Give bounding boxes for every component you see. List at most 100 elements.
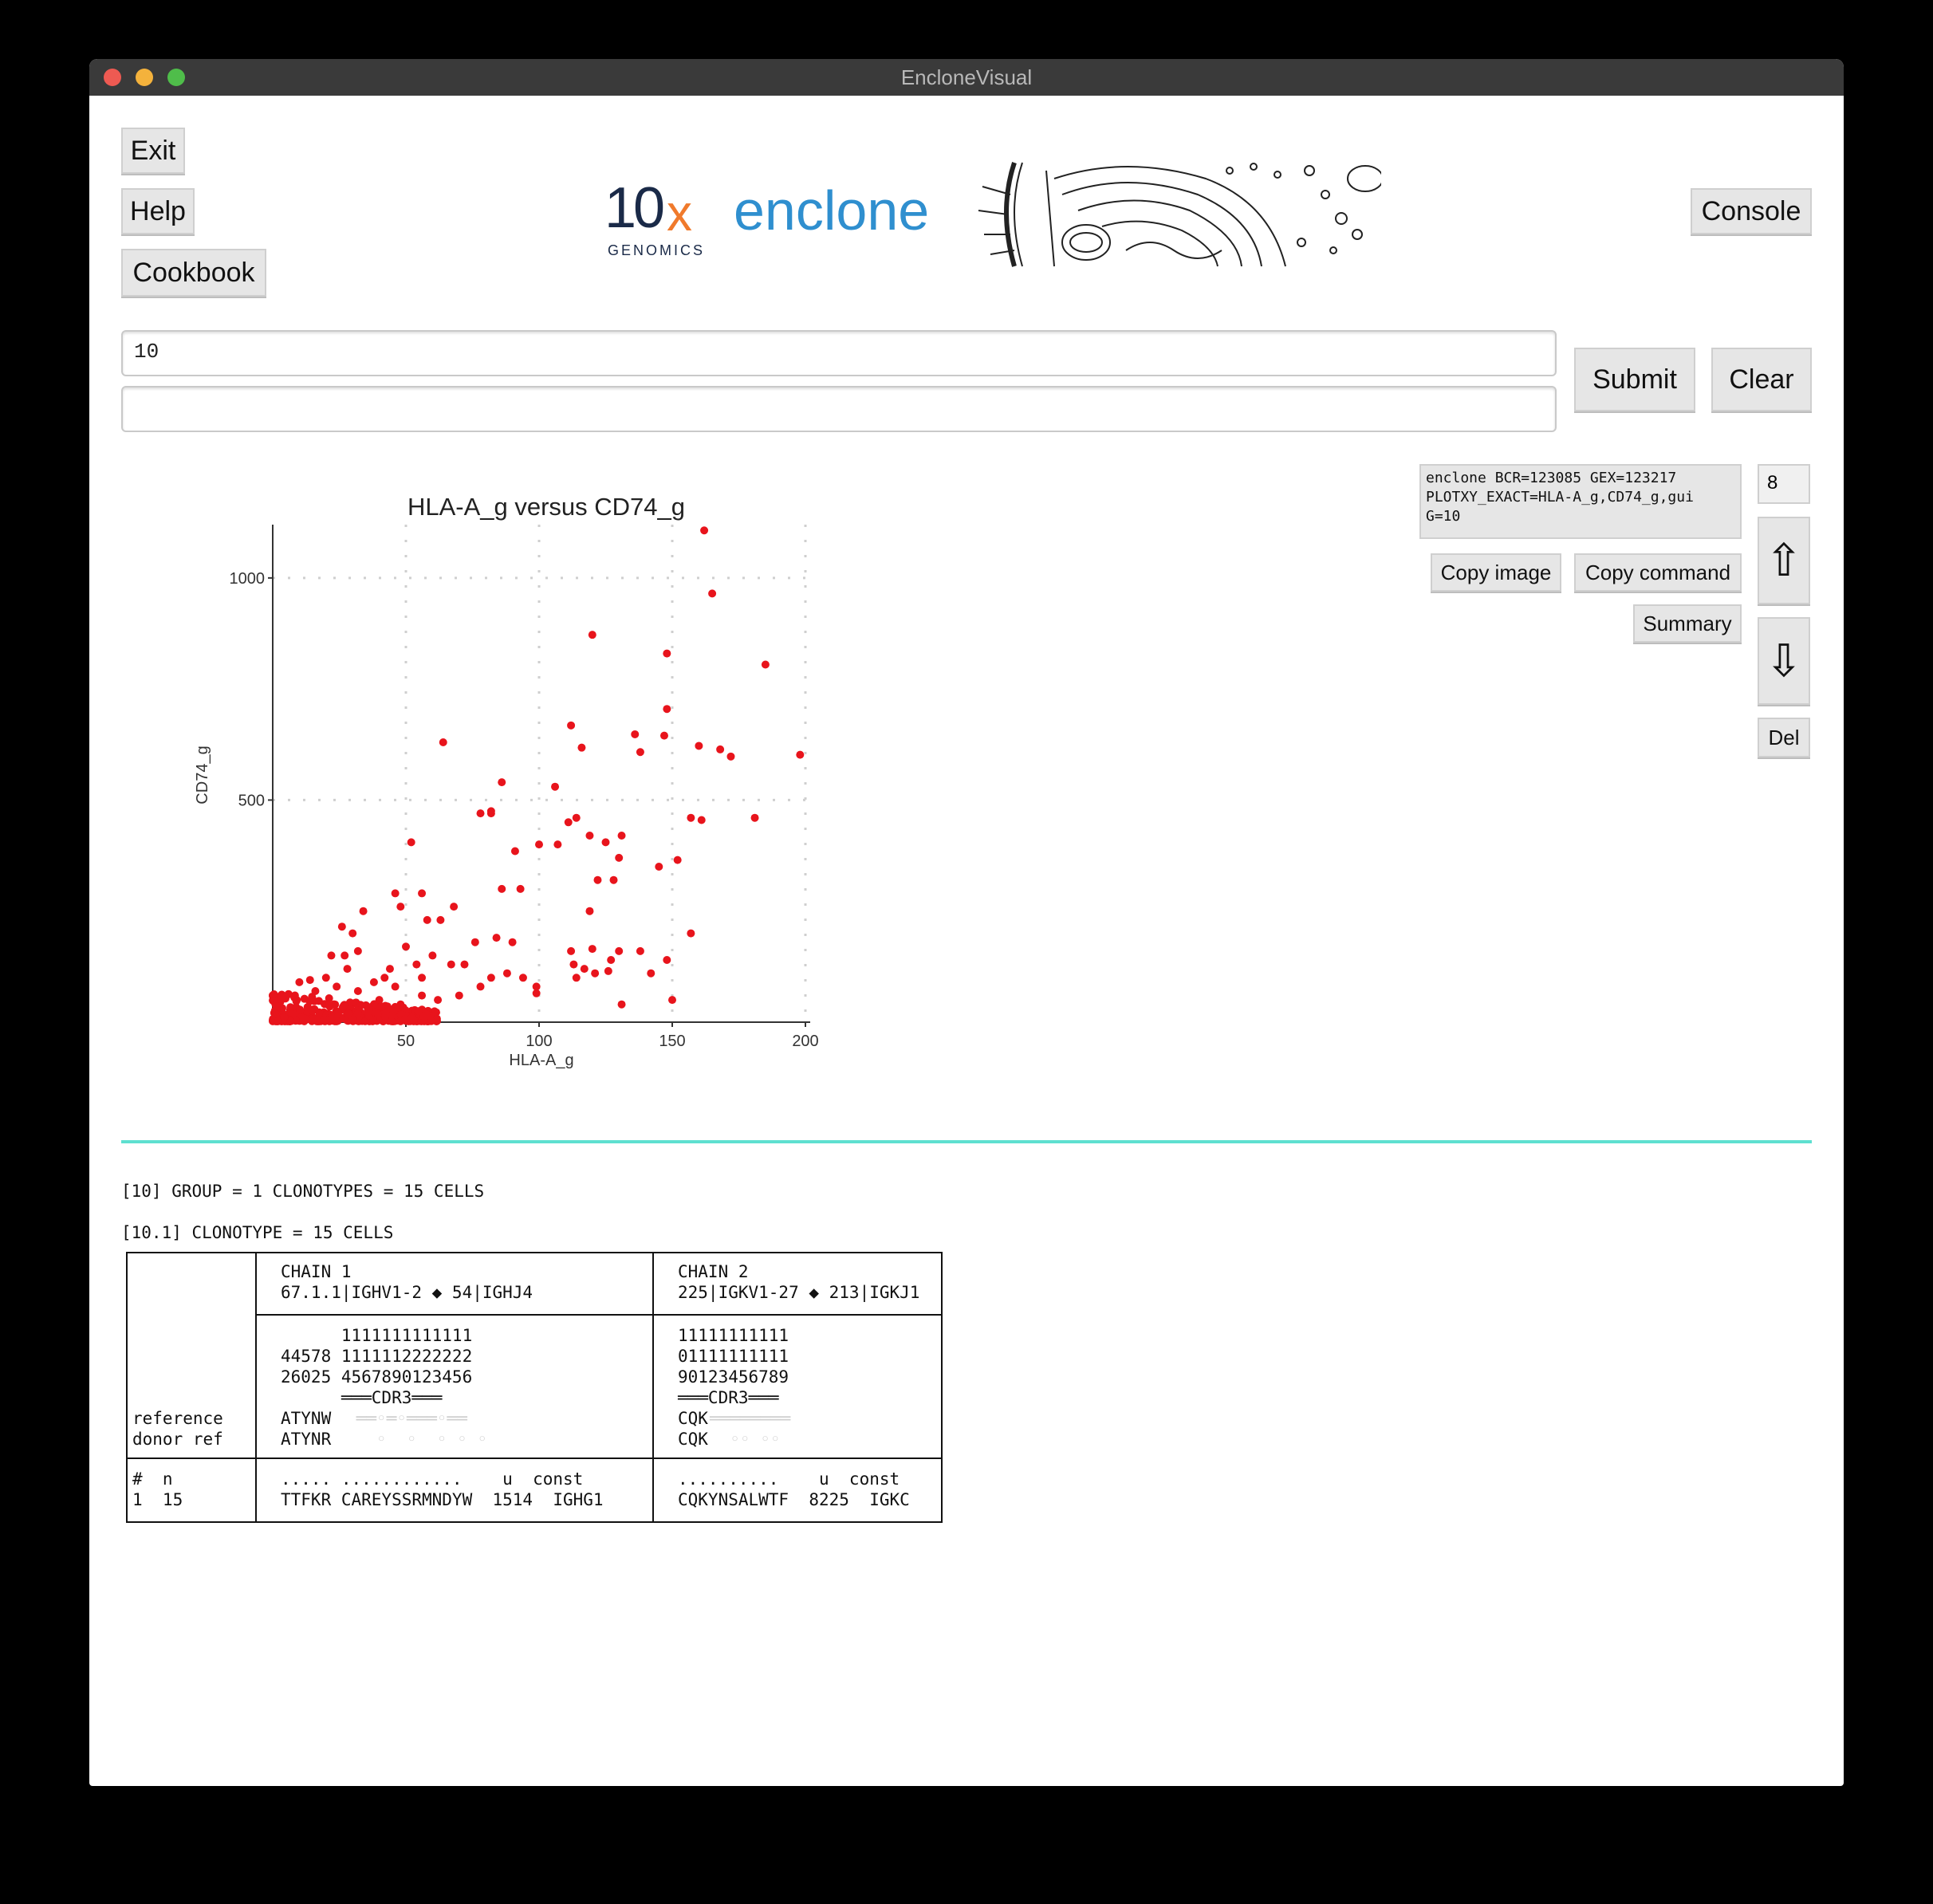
data-point [502, 969, 511, 978]
data-point [486, 974, 495, 982]
scatter-plot: HLA-A_g versus CD74_g 50 100 150 200 500 1000… [194, 493, 819, 1069]
data-point [567, 946, 576, 955]
data-point [486, 807, 495, 816]
chain1-position-row-3: 26025 4567890123456 [281, 1367, 473, 1387]
data-point [663, 705, 671, 714]
data-point [569, 960, 578, 969]
data-point [516, 884, 525, 893]
command-input[interactable]: 10 [121, 330, 1557, 376]
chain2-position-row-1: 11111111111 [678, 1326, 789, 1345]
summary-button[interactable]: Summary [1633, 604, 1742, 643]
data-point [687, 929, 695, 938]
data-point [369, 978, 378, 986]
data-point [668, 996, 676, 1005]
data-point [476, 982, 485, 991]
data-point [418, 974, 427, 982]
data-point [290, 991, 299, 1000]
data-point [284, 989, 293, 998]
chain2-donor-reference: CQK [678, 1430, 708, 1449]
history-down-button[interactable]: ⇩ [1758, 617, 1810, 705]
data-point [400, 1015, 409, 1024]
title-bar: EncloneVisual [89, 59, 1844, 96]
data-point [414, 1007, 423, 1016]
chain2-header: CHAIN 2 [678, 1262, 749, 1281]
row-values-left: 1 15 [132, 1490, 183, 1509]
data-point [359, 907, 368, 915]
x-axis-label: HLA-A_g [509, 1052, 573, 1069]
copy-command-button[interactable]: Copy command [1574, 553, 1742, 592]
y-tick-label: 1000 [230, 570, 266, 588]
history-index: 8 [1758, 464, 1810, 504]
data-point [327, 951, 336, 960]
history-up-button[interactable]: ⇧ [1758, 517, 1810, 604]
x-tick-label: 200 [792, 1033, 818, 1050]
data-point [726, 752, 735, 761]
delete-button[interactable]: Del [1758, 718, 1810, 757]
data-point [663, 649, 671, 658]
chain2-position-row-3: 90123456789 [678, 1367, 789, 1387]
donor-ref-label: donor ref [132, 1430, 223, 1449]
chain1-header: CHAIN 1 [281, 1262, 352, 1281]
data-point [601, 838, 610, 847]
data-point [460, 960, 469, 969]
x-tick-label: 150 [659, 1033, 685, 1050]
data-point [419, 1012, 428, 1021]
data-point [647, 969, 655, 978]
clonotype-summary: [10.1] CLONOTYPE = 15 CELLS [121, 1223, 394, 1242]
chain2-cdr3-label: ═══CDR3═══ [678, 1388, 779, 1407]
data-point [716, 745, 725, 753]
reference-label: reference [132, 1409, 223, 1428]
minimize-window-button[interactable] [136, 69, 153, 86]
data-point [510, 847, 519, 856]
secondary-input[interactable] [121, 386, 1557, 432]
data-point [286, 1017, 295, 1025]
data-point [615, 946, 624, 955]
data-point [580, 965, 589, 974]
zoom-window-button[interactable] [167, 69, 185, 86]
data-point [309, 1015, 317, 1024]
data-point [407, 1013, 416, 1022]
chain2-row-values: CQKYNSALWTF 8225 IGKC [678, 1490, 910, 1509]
clear-button[interactable]: Clear [1711, 348, 1812, 411]
data-point [455, 991, 463, 1000]
data-point [564, 818, 573, 827]
data-point [498, 778, 506, 787]
data-point [333, 1009, 342, 1017]
data-point [305, 976, 314, 985]
data-point [344, 1009, 352, 1018]
x-tick-label: 50 [397, 1033, 415, 1050]
data-point [418, 889, 427, 898]
data-point [796, 750, 805, 759]
data-point [532, 982, 541, 991]
data-point [577, 743, 586, 752]
data-point [373, 1009, 382, 1018]
data-point [381, 1013, 390, 1021]
help-button[interactable]: Help [121, 188, 195, 234]
data-point [607, 956, 616, 964]
data-point [407, 838, 415, 847]
console-button[interactable]: Console [1691, 188, 1812, 234]
chain1-row-header: ..... ............ u const [281, 1469, 584, 1489]
data-point [412, 960, 421, 969]
data-point [708, 589, 717, 598]
app-window: EncloneVisual Exit Help Cookbook Console… [89, 59, 1844, 1786]
exit-button[interactable]: Exit [121, 128, 185, 174]
data-point [439, 738, 447, 746]
data-point [636, 946, 644, 955]
data-point [535, 840, 543, 849]
chain2-reference-dots: ════════ [710, 1409, 791, 1428]
submit-button[interactable]: Submit [1574, 348, 1695, 411]
copy-image-button[interactable]: Copy image [1431, 553, 1561, 592]
data-point [402, 942, 410, 951]
data-point [508, 938, 517, 946]
cookbook-button[interactable]: Cookbook [121, 249, 266, 297]
data-points [269, 526, 805, 1025]
data-point [321, 1016, 330, 1025]
data-point [388, 1017, 396, 1025]
cell-illustration-image [978, 162, 1381, 267]
data-point [470, 938, 479, 946]
data-point [631, 730, 640, 738]
data-point [518, 974, 527, 982]
close-window-button[interactable] [104, 69, 121, 86]
chain2-row-header: .......... u const [678, 1469, 900, 1489]
